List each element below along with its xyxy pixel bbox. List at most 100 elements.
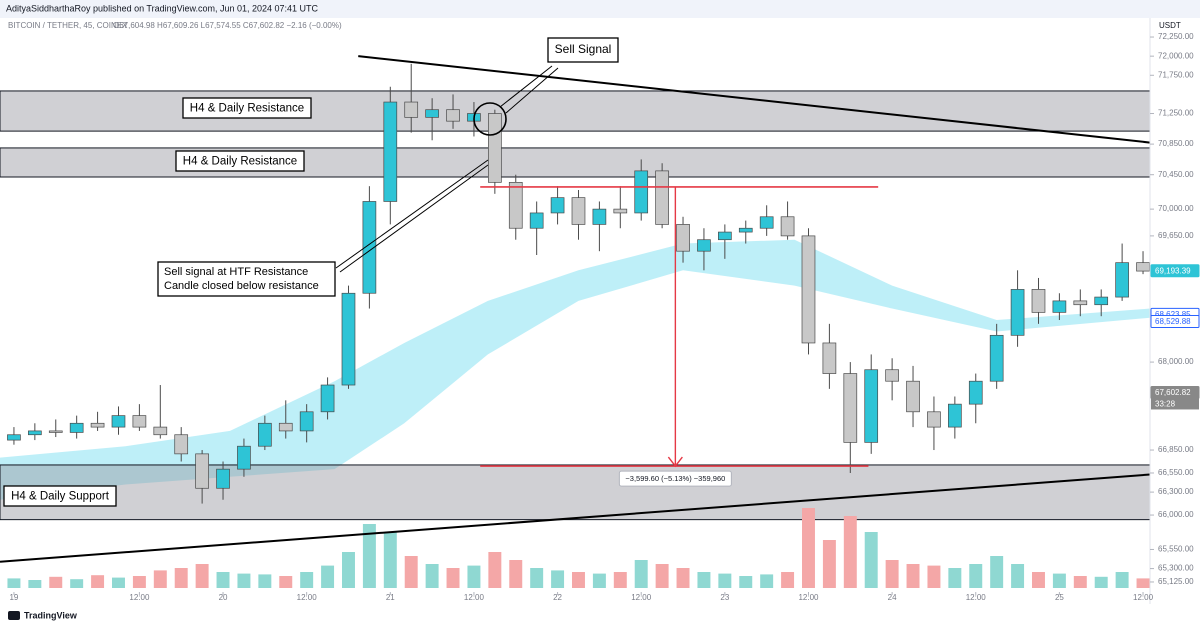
volume-bar (843, 516, 857, 588)
candle-body (48, 430, 63, 433)
candle-body (132, 415, 147, 428)
candle-body (676, 224, 690, 252)
candle-body (362, 201, 377, 294)
x-tick-label: 12:00 (798, 593, 819, 602)
y-tick-label: 66,850.00 (1158, 445, 1194, 454)
zone-label-box (3, 485, 117, 507)
y-tick-label: 65,300.00 (1158, 564, 1194, 573)
candle-body (885, 369, 899, 382)
volume-bar (1052, 573, 1066, 588)
ohlc: O67,604.98 H67,609.26 L67,574.55 C67,602… (113, 21, 342, 30)
plot: −3,599.60 (−5.13%) −359,960 H4 & Daily Re… (0, 37, 1151, 588)
candle-body (801, 235, 816, 344)
trendline (358, 55, 1151, 144)
candle-body (906, 380, 920, 413)
candle-body (718, 231, 732, 241)
x-tick-label: 24 (888, 593, 897, 602)
volume-bar (7, 578, 21, 588)
x-tick-label: 23 (720, 593, 729, 602)
y-tick-label: 70,000.00 (1158, 204, 1194, 213)
candle-body (28, 430, 42, 436)
volume-bar (969, 564, 983, 588)
candle-body (592, 208, 607, 225)
volume-bar (530, 568, 544, 588)
price-label-box (1150, 264, 1200, 278)
zone-label-box (175, 150, 305, 172)
volume-bar (802, 508, 815, 588)
candle-body (1115, 262, 1129, 298)
unit: USDT (1159, 21, 1181, 30)
candle-body (989, 334, 1004, 382)
volume-bar (174, 568, 188, 588)
signal-circle (473, 102, 507, 136)
volume-bar (551, 570, 565, 588)
candle-body (634, 170, 649, 214)
candle-body (7, 434, 21, 441)
callout-line (499, 65, 559, 114)
volume-bar (1094, 576, 1108, 588)
volume-bar (28, 580, 42, 588)
x-tick-label: 12:00 (631, 593, 652, 602)
x-tick-label: 12:00 (966, 593, 987, 602)
x-tick-label: 12:00 (297, 593, 318, 602)
zone-label: H4 & Daily Resistance (183, 156, 297, 168)
publisher: AdityaSiddharthaRoy published on Trading… (6, 3, 319, 13)
volume-bar (70, 579, 84, 588)
volume-bar (927, 565, 941, 588)
y-tick-label: 65,125.00 (1158, 577, 1194, 586)
price-label-box (1150, 315, 1200, 329)
volume-bar (781, 572, 795, 588)
zone-label: H4 & Daily Resistance (190, 103, 304, 115)
candle-body (529, 212, 544, 229)
zone-label: H4 & Daily Support (11, 491, 110, 503)
volume-bar (342, 552, 355, 588)
candle-body (153, 426, 168, 436)
volume-bar (655, 564, 669, 588)
zone-label-box (182, 97, 312, 119)
volume-bar (153, 570, 167, 588)
candle-body (508, 182, 523, 229)
x-tick-label: 12:00 (1133, 593, 1154, 602)
volume-bar (1032, 572, 1045, 588)
volume-bar (112, 577, 125, 588)
volume-bar (906, 564, 920, 588)
volume-bar (132, 576, 146, 588)
volume-bar (237, 573, 251, 588)
volume-bar (383, 532, 397, 588)
candle-body (948, 403, 962, 428)
volume-bar (509, 560, 523, 588)
volume-bar (1136, 578, 1150, 588)
y-tick-label: 69,650.00 (1158, 231, 1194, 240)
candle-body (111, 415, 126, 428)
ema-cloud (0, 239, 1150, 500)
bottom-bar (0, 604, 1200, 626)
candle-body (1010, 289, 1025, 336)
volume-bar (488, 552, 502, 588)
candle-body (780, 216, 795, 237)
volume-bar (864, 532, 878, 588)
candle-body (738, 227, 753, 233)
logo (8, 611, 20, 620)
volume-bar (990, 556, 1004, 588)
candle-body (341, 292, 356, 386)
volume-bar (760, 574, 774, 588)
candle-body (1136, 262, 1150, 272)
zone (0, 147, 1151, 178)
candle-body (697, 239, 711, 252)
volume-bar (592, 573, 606, 588)
volume-bar (216, 572, 230, 588)
y-tick-label: 71,750.00 (1158, 70, 1194, 79)
top-bar (0, 0, 1200, 18)
candle-body (278, 422, 293, 432)
callout-box (547, 37, 619, 63)
candle-body (258, 422, 272, 447)
y-tick-label: 72,250.00 (1158, 32, 1194, 41)
volume-bar (300, 572, 314, 588)
price-label: 69,193.39 (1155, 266, 1191, 275)
note-line: Sell signal at HTF Resistance (164, 266, 308, 278)
trendline (0, 473, 1151, 563)
volume-bar (321, 565, 335, 588)
y-tick-label: 71,250.00 (1158, 109, 1194, 118)
candle-body (759, 216, 774, 229)
